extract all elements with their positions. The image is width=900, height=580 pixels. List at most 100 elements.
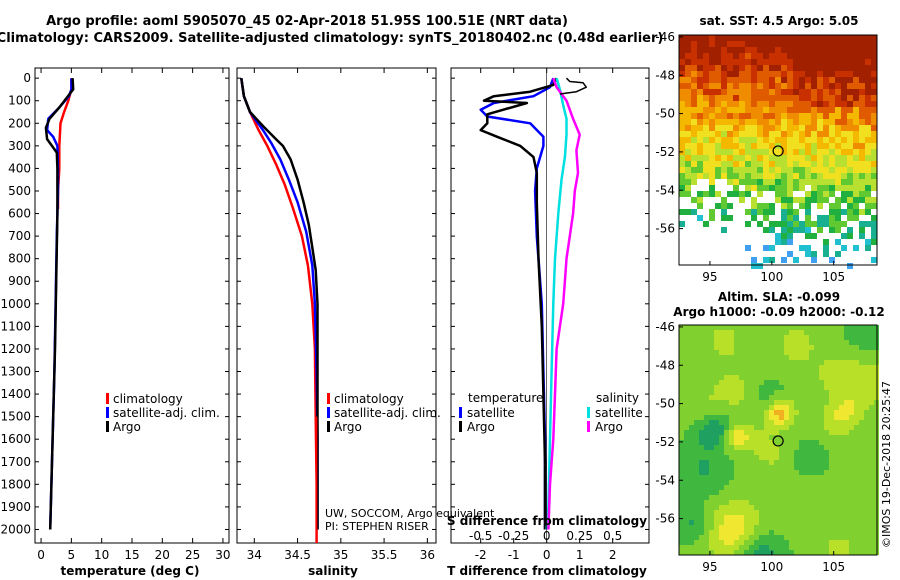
map-cell xyxy=(781,149,787,155)
map-cell xyxy=(865,209,871,215)
map-cell xyxy=(764,365,769,370)
map-cell xyxy=(839,515,844,520)
map-cell xyxy=(864,360,869,365)
map-cell xyxy=(714,515,719,520)
map-cell xyxy=(719,390,724,395)
map-cell xyxy=(853,161,859,167)
map-cell xyxy=(835,53,841,59)
map-cell xyxy=(697,95,703,101)
map-cell xyxy=(824,420,829,425)
map-cell xyxy=(853,155,859,161)
map-cell xyxy=(865,83,871,89)
map-cell xyxy=(739,53,745,59)
map-cell xyxy=(734,340,739,345)
map-cell xyxy=(691,83,697,89)
map-cell xyxy=(787,149,793,155)
map-cell xyxy=(685,191,691,197)
map-cell xyxy=(714,340,719,345)
map-cell xyxy=(757,53,763,59)
map-cell xyxy=(844,515,849,520)
map-cell xyxy=(839,405,844,410)
map-cell xyxy=(729,335,734,340)
map-cell xyxy=(834,340,839,345)
map-cell xyxy=(824,510,829,515)
legend-argo: Argo xyxy=(334,420,362,434)
map-cell xyxy=(745,95,751,101)
map-cell xyxy=(763,227,769,233)
series-line xyxy=(240,78,318,543)
map-cell xyxy=(764,420,769,425)
map-cell xyxy=(859,137,865,143)
map-cell xyxy=(849,345,854,350)
map-cell xyxy=(864,540,869,545)
map-cell xyxy=(774,345,779,350)
map-cell xyxy=(794,440,799,445)
map-cell xyxy=(749,520,754,525)
map-cell xyxy=(751,101,757,107)
map-cell xyxy=(781,47,787,53)
map-cell xyxy=(859,380,864,385)
map-cell xyxy=(719,330,724,335)
map-cell xyxy=(835,125,841,131)
map-cell xyxy=(727,59,733,65)
map-cell xyxy=(689,540,694,545)
map-cell xyxy=(844,400,849,405)
map-cell xyxy=(727,257,733,263)
map-cell xyxy=(804,480,809,485)
series-line xyxy=(56,78,73,209)
map-cell xyxy=(865,185,871,191)
map-cell xyxy=(754,405,759,410)
map-cell xyxy=(724,535,729,540)
map-cell xyxy=(871,41,877,47)
map-cell xyxy=(819,525,824,530)
map-cell xyxy=(865,251,871,257)
map-cell xyxy=(814,395,819,400)
map-cell xyxy=(685,167,691,173)
map-cell xyxy=(799,400,804,405)
map-cell xyxy=(779,475,784,480)
map-cell xyxy=(719,510,724,515)
map-cell xyxy=(729,525,734,530)
map-cell xyxy=(804,485,809,490)
map-cell xyxy=(817,149,823,155)
map-cell xyxy=(774,350,779,355)
map-cell xyxy=(715,263,721,269)
map-cell xyxy=(849,510,854,515)
map-cell xyxy=(757,131,763,137)
map-cell xyxy=(709,475,714,480)
map-cell xyxy=(691,251,697,257)
map-cell xyxy=(679,263,685,269)
map-cell xyxy=(759,405,764,410)
map-cell xyxy=(745,149,751,155)
map-cell xyxy=(729,475,734,480)
map-cell xyxy=(709,233,715,239)
map-cell xyxy=(839,430,844,435)
map-cell xyxy=(704,510,709,515)
sla-map-title-1: Altim. SLA: -0.099 xyxy=(718,290,840,304)
map-cell xyxy=(871,77,877,83)
map-cell xyxy=(841,47,847,53)
map-cell xyxy=(811,173,817,179)
map-cell xyxy=(751,113,757,119)
map-cell xyxy=(744,485,749,490)
map-cell xyxy=(859,365,864,370)
depth-tick-label: 1200 xyxy=(0,342,31,356)
map-cell xyxy=(679,520,684,525)
map-cell xyxy=(745,65,751,71)
map-cell xyxy=(817,161,823,167)
map-cell xyxy=(724,400,729,405)
map-cell xyxy=(697,239,703,245)
map-cell xyxy=(694,495,699,500)
map-cell xyxy=(793,149,799,155)
map-cell xyxy=(849,450,854,455)
map-cell xyxy=(834,435,839,440)
map-cell xyxy=(739,485,744,490)
map-cell xyxy=(757,209,763,215)
map-cell xyxy=(793,251,799,257)
map-cell xyxy=(704,445,709,450)
map-cell xyxy=(844,545,849,550)
map-cell xyxy=(774,460,779,465)
map-cell xyxy=(819,445,824,450)
map-cell xyxy=(754,330,759,335)
map-cell xyxy=(754,465,759,470)
